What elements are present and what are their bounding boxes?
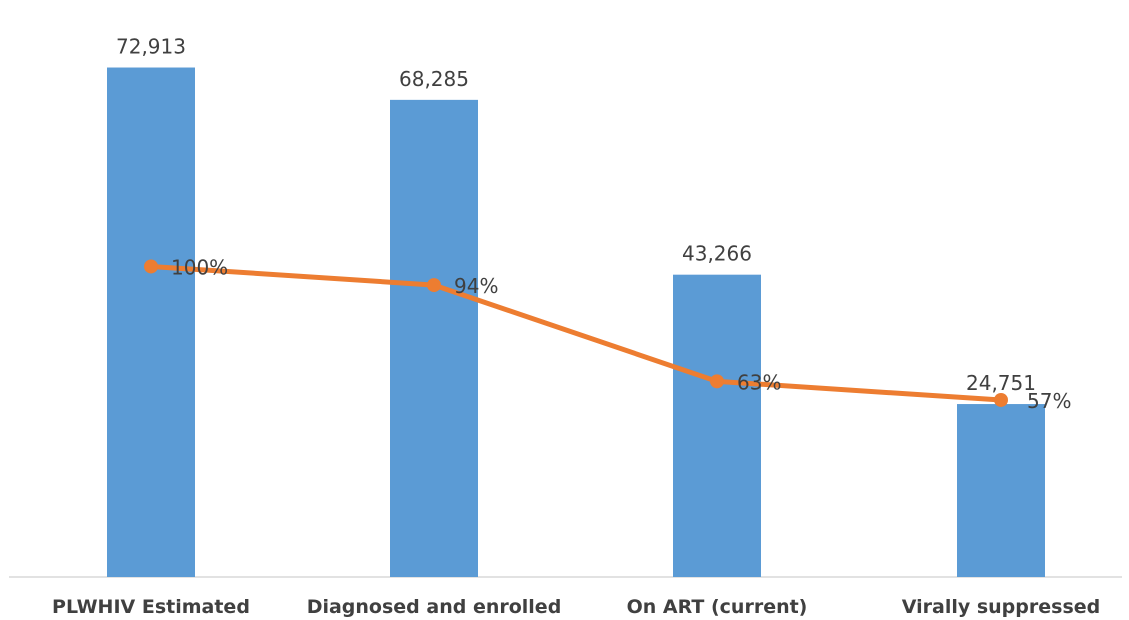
percent-point-4 bbox=[994, 392, 1008, 407]
bar-series bbox=[107, 67, 1045, 577]
percent-label-3: 63% bbox=[737, 370, 781, 394]
bar-3 bbox=[673, 274, 761, 577]
bar-value-label-2: 68,285 bbox=[399, 67, 469, 91]
percent-label-1: 100% bbox=[171, 255, 228, 279]
bar-value-label-3: 43,266 bbox=[682, 242, 752, 266]
category-label-4: Virally suppressed bbox=[902, 596, 1101, 618]
category-label-3: On ART (current) bbox=[627, 596, 808, 618]
bar-value-label-1: 72,913 bbox=[116, 35, 186, 59]
category-label-1: PLWHIV Estimated bbox=[52, 596, 250, 618]
bar-value-label-4: 24,751 bbox=[966, 371, 1036, 395]
bar-2 bbox=[390, 99, 478, 577]
percent-value-labels: 100% 94% 63% 57% bbox=[171, 255, 1071, 413]
bar-1 bbox=[107, 67, 195, 577]
bar-value-labels: 72,913 68,285 43,266 24,751 bbox=[116, 35, 1036, 396]
percent-line bbox=[148, 263, 1004, 403]
bar-4 bbox=[957, 404, 1045, 577]
percent-point-1 bbox=[144, 259, 158, 274]
percent-label-2: 94% bbox=[454, 274, 498, 298]
percent-point-3 bbox=[710, 374, 724, 389]
percent-line-series bbox=[144, 259, 1008, 407]
category-label-2: Diagnosed and enrolled bbox=[307, 596, 562, 618]
percent-point-2 bbox=[427, 278, 441, 293]
percent-label-4: 57% bbox=[1027, 389, 1071, 413]
category-labels: PLWHIV Estimated Diagnosed and enrolled On… bbox=[52, 596, 1100, 618]
